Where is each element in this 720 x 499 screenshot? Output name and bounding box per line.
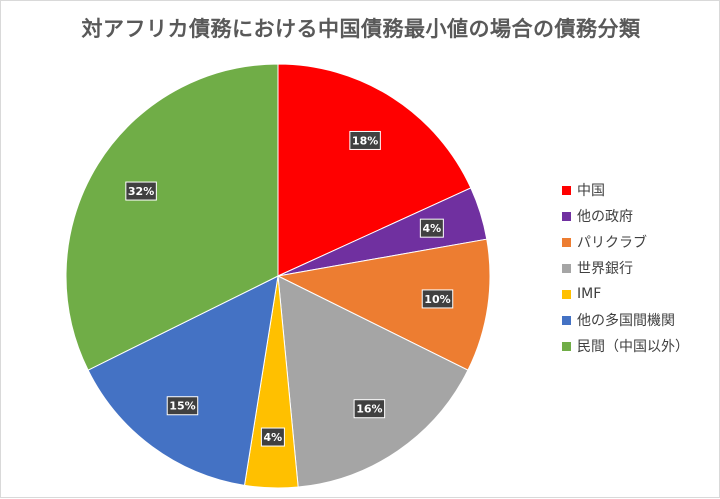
- chart-legend: 中国他の政府パリクラブ世界銀行 IMF 他の多国間機関 民間（中国以外）: [562, 177, 689, 359]
- legend-item-2: パリクラブ: [562, 229, 689, 255]
- legend-swatch-6: [562, 341, 571, 351]
- legend-item-0: 中国: [562, 177, 689, 203]
- legend-swatch-1: [562, 211, 571, 221]
- data-label-0: 18%: [349, 130, 381, 150]
- pie-slice-3: [277, 275, 469, 488]
- data-label-text-6: 32%: [128, 185, 154, 198]
- data-label-box-2: [421, 289, 454, 309]
- data-label-4: 4%: [260, 427, 285, 447]
- data-label-box-0: [349, 130, 381, 150]
- chart-title: 対アフリカ債務における中国債務最小値の場合の債務分類: [81, 17, 641, 41]
- data-label-text-2: 10%: [424, 293, 450, 306]
- data-label-text-1: 4%: [423, 222, 442, 235]
- legend-label-1: 他の政府: [577, 209, 633, 225]
- legend-swatch-2: [562, 237, 571, 247]
- legend-swatch-0: [562, 185, 571, 195]
- pie-slice-6: [65, 63, 279, 371]
- data-label-box-3: [353, 399, 386, 419]
- data-label-box-1: [419, 218, 444, 238]
- legend-item-5: 他の多国間機関: [562, 307, 689, 333]
- pie-slice-5: [87, 275, 279, 486]
- data-label-6: 32%: [125, 181, 157, 201]
- data-label-text-3: 16%: [356, 403, 382, 416]
- legend-label-0: 中国: [577, 183, 605, 199]
- data-label-box-5: [166, 396, 199, 416]
- legend-swatch-5: [562, 315, 571, 325]
- legend-label-4: IMF: [577, 286, 602, 302]
- legend-label-5: 他の多国間機関: [577, 313, 675, 329]
- legend-item-3: 世界銀行: [562, 255, 689, 281]
- legend-item-1: 他の政府: [562, 203, 689, 229]
- legend-label-2: パリクラブ: [577, 235, 647, 251]
- data-label-3: 16%: [353, 399, 386, 419]
- data-label-2: 10%: [421, 289, 454, 309]
- data-label-box-6: [125, 181, 157, 201]
- data-label-text-5: 15%: [169, 400, 195, 413]
- legend-swatch-3: [562, 263, 571, 273]
- data-label-text-4: 4%: [264, 431, 283, 444]
- legend-label-3: 世界銀行: [577, 261, 633, 277]
- legend-swatch-4: [562, 289, 571, 299]
- data-label-box-4: [260, 427, 285, 447]
- legend-item-6: 民間（中国以外）: [562, 333, 689, 359]
- pie-slice-2: [276, 238, 491, 371]
- legend-item-4: IMF: [562, 281, 689, 307]
- data-label-5: 15%: [166, 396, 199, 416]
- legend-label-6: 民間（中国以外）: [577, 339, 689, 355]
- pie-slice-0: [277, 63, 472, 277]
- data-label-1: 4%: [419, 218, 444, 238]
- data-label-text-0: 18%: [352, 134, 378, 147]
